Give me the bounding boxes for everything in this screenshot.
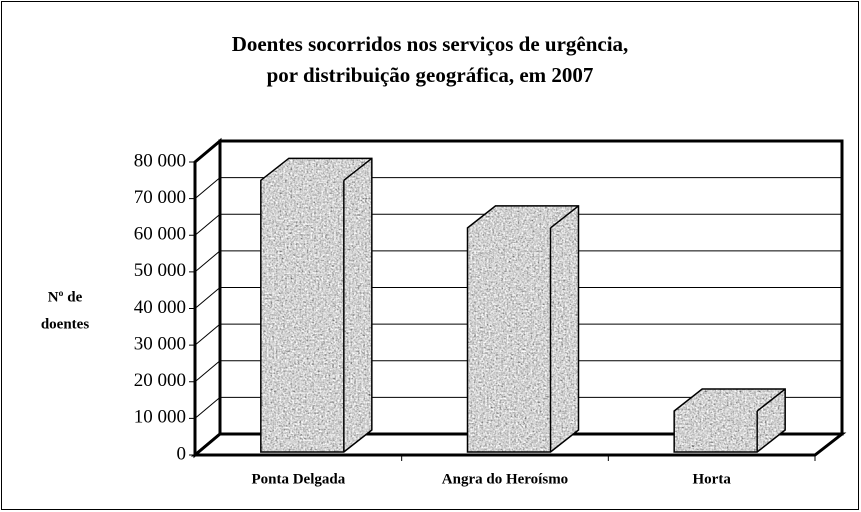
grid-line [194, 140, 842, 163]
bar-edge [756, 388, 786, 412]
y-tick-label: 80 000 [134, 150, 186, 171]
y-tick-label: 0 [177, 443, 187, 464]
chart-title: Doentes socorridos nos serviços de urgên… [232, 32, 629, 56]
x-tick-label: Horta [693, 471, 732, 487]
grid-line [194, 396, 842, 419]
bar [467, 227, 551, 453]
grid-line [194, 323, 842, 346]
bar [673, 410, 758, 453]
chart-title: por distribuição geográfica, em 2007 [267, 63, 594, 87]
x-tick-label: Angra do Heroísmo [442, 471, 568, 487]
bar-edge [343, 157, 373, 181]
grid-line [194, 177, 842, 200]
y-tick-label: 20 000 [134, 370, 186, 391]
y-tick-label: 50 000 [134, 260, 186, 281]
y-axis-label: doentes [41, 316, 89, 332]
grid-line [194, 287, 842, 309]
y-tick-label: 60 000 [134, 224, 186, 245]
bar [260, 179, 345, 453]
y-tick-label: 30 000 [134, 333, 186, 354]
grid-line [194, 213, 842, 236]
grid-line [194, 250, 842, 273]
bar-side [343, 157, 373, 454]
y-axis-label: Nº de [48, 289, 83, 305]
y-tick-label: 70 000 [134, 187, 186, 208]
bar-side [550, 204, 579, 454]
y-tick-label: 10 000 [134, 407, 186, 428]
plot-area: 0 10 000 20 000 30 000 40 000 50 000 60 000 70 … [134, 137, 847, 487]
grid-line [194, 360, 842, 383]
x-tick-label: Ponta Delgada [251, 471, 345, 487]
grid-line [194, 433, 842, 456]
bar-edge [550, 205, 579, 229]
y-tick-label: 40 000 [134, 297, 186, 318]
